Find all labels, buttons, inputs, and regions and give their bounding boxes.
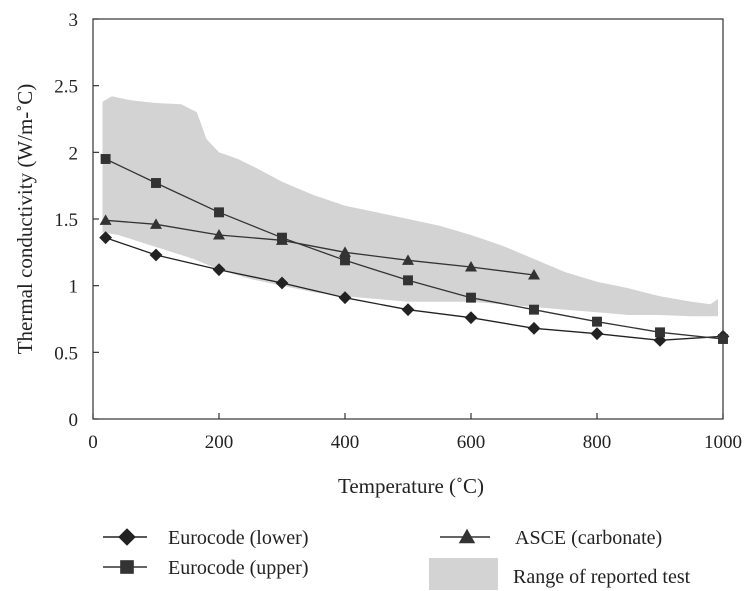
y-tick-label: 3 bbox=[69, 10, 79, 31]
data-point bbox=[275, 276, 289, 290]
series-line bbox=[105, 219, 535, 276]
legend-item: Range of reported test bbox=[429, 558, 691, 590]
y-axis-title: Thermal conductivity (W/m-˚C) bbox=[13, 84, 37, 355]
data-point bbox=[464, 311, 478, 325]
data-point bbox=[592, 316, 602, 327]
legend-label: ASCE (carbonate) bbox=[515, 527, 662, 549]
data-point bbox=[465, 261, 477, 272]
data-point bbox=[527, 321, 541, 335]
data-point bbox=[150, 218, 162, 229]
data-point bbox=[402, 254, 414, 265]
test-range-band bbox=[102, 96, 718, 317]
data-point bbox=[338, 291, 352, 305]
data-point bbox=[151, 178, 161, 188]
data-point bbox=[655, 327, 665, 338]
legend-swatch-marker bbox=[120, 560, 134, 574]
y-tick-label: 1.5 bbox=[54, 210, 78, 231]
data-point bbox=[529, 304, 539, 315]
data-point bbox=[99, 231, 112, 245]
legend-item: Eurocode (upper) bbox=[103, 557, 309, 579]
data-point bbox=[213, 229, 225, 240]
legend-swatch-band bbox=[429, 558, 498, 590]
ticks-layer: 0 200 400 600 800 1000 0 0.5 1 1.5 2 2.5 3 bbox=[54, 10, 742, 453]
band-layer bbox=[102, 96, 718, 317]
y-tick-label: 2 bbox=[69, 143, 79, 164]
data-point bbox=[403, 275, 413, 286]
legend-label: Range of reported test bbox=[513, 566, 691, 588]
x-tick-label: 600 bbox=[457, 432, 486, 453]
legend-label: Eurocode (upper) bbox=[168, 557, 309, 579]
data-point bbox=[276, 234, 288, 245]
y-tick-label: 2.5 bbox=[54, 77, 78, 98]
y-tick-label: 0.5 bbox=[54, 343, 78, 364]
series-2 bbox=[99, 214, 540, 280]
data-point bbox=[466, 292, 476, 303]
data-point bbox=[590, 327, 604, 341]
data-point bbox=[214, 207, 224, 218]
x-tick-label: 200 bbox=[205, 432, 234, 453]
data-point bbox=[528, 269, 540, 280]
data-point bbox=[340, 255, 350, 266]
legend-item: ASCE (carbonate) bbox=[440, 527, 662, 549]
y-tick-label: 1 bbox=[69, 277, 79, 298]
legend-item: Eurocode (lower) bbox=[103, 527, 309, 549]
x-tick-label: 800 bbox=[583, 432, 612, 453]
legend-swatch-marker bbox=[118, 528, 136, 546]
x-tick-label: 400 bbox=[331, 432, 360, 453]
y-tick-label: 0 bbox=[69, 410, 79, 431]
legend-swatch-marker bbox=[458, 528, 476, 544]
series-layer bbox=[99, 154, 730, 347]
x-axis-title: Temperature (˚C) bbox=[338, 474, 484, 498]
legend-label: Eurocode (lower) bbox=[168, 527, 309, 549]
x-tick-label: 1000 bbox=[704, 432, 742, 453]
data-point bbox=[212, 263, 226, 277]
data-point bbox=[401, 303, 415, 317]
legend: Eurocode (lower) Eurocode (upper) ASCE (ca… bbox=[103, 527, 691, 590]
data-point bbox=[99, 214, 112, 225]
data-point bbox=[339, 246, 351, 257]
data-point bbox=[100, 154, 111, 164]
data-point bbox=[149, 248, 163, 262]
x-tick-label: 0 bbox=[88, 432, 98, 453]
